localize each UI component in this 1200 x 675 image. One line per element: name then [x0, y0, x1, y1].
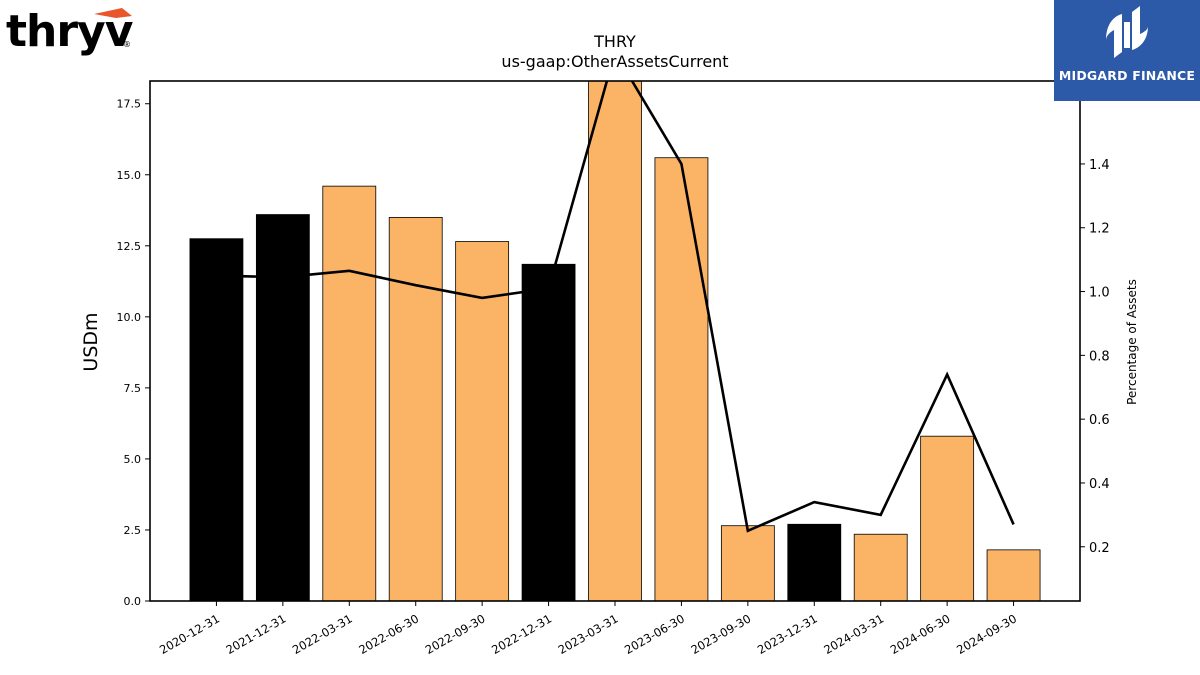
- midgard-finance-logo: MIDGARD FINANCE: [1054, 0, 1200, 101]
- bar-2023-09-30: [720, 525, 775, 601]
- x-tick-label: 2023-09-30: [688, 611, 753, 657]
- chart-title: THRY: [594, 32, 636, 51]
- y-tick-label: 15.0: [117, 169, 142, 182]
- y-tick-label: 17.5: [117, 98, 142, 111]
- bar-2022-12-31: [521, 263, 576, 601]
- thryv-logo-mark: ®: [123, 40, 131, 49]
- bar-2023-03-31: [588, 81, 642, 601]
- bar-series: [189, 81, 1041, 601]
- x-tick-label: 2022-03-31: [290, 611, 355, 657]
- y-tick-label: 7.5: [124, 382, 142, 395]
- y2-tick-label: 1.0: [1089, 286, 1110, 301]
- line-series: [216, 81, 1015, 533]
- y2-tick-label: 1.2: [1089, 222, 1110, 237]
- y-axis-label: USDm: [80, 312, 102, 371]
- x-tick-label: 2024-03-31: [821, 611, 886, 657]
- y-tick-label: 10.0: [117, 311, 142, 324]
- x-tick-label: 2021-12-31: [223, 611, 288, 657]
- x-tick-label: 2024-06-30: [888, 611, 953, 657]
- y-tick-label: 0.0: [124, 595, 142, 608]
- bar-2022-09-30: [455, 241, 510, 601]
- y2-tick-label: 0.8: [1089, 349, 1110, 364]
- x-tick-label: 2023-03-31: [556, 611, 621, 657]
- y2-axis-label: Percentage of Assets: [1125, 279, 1139, 405]
- y-tick-label: 2.5: [124, 524, 142, 537]
- bar-2022-03-31: [322, 185, 377, 601]
- x-tick-label: 2024-09-30: [954, 611, 1019, 657]
- x-tick-label: 2022-12-31: [489, 611, 554, 657]
- x-tick-label: 2020-12-31: [157, 611, 222, 657]
- percentage-line: [216, 81, 1015, 533]
- bar-2020-12-31: [189, 238, 244, 601]
- thryv-logo: thryv ®: [4, 2, 135, 58]
- y-tick-label: 5.0: [124, 453, 142, 466]
- bar-2023-06-30: [654, 157, 709, 601]
- bar-2021-12-31: [255, 214, 310, 601]
- midgard-finance-text: MIDGARD FINANCE: [1058, 68, 1196, 83]
- x-tick-label: 2023-06-30: [622, 611, 687, 657]
- chart-subtitle: us-gaap:OtherAssetsCurrent: [501, 52, 729, 71]
- y2-tick-label: 0.6: [1089, 413, 1110, 428]
- bar-2024-09-30: [986, 549, 1041, 601]
- thryv-logo-text: thryv: [6, 6, 134, 57]
- bar-2022-06-30: [388, 216, 443, 601]
- bar-2023-12-31: [787, 523, 842, 601]
- y2-tick-label: 0.2: [1089, 541, 1110, 556]
- x-tick-label: 2022-06-30: [356, 611, 421, 657]
- y-tick-label: 12.5: [117, 240, 142, 253]
- bar-2024-03-31: [853, 533, 908, 601]
- y2-tick-label: 0.4: [1089, 477, 1110, 492]
- y2-tick-label: 1.4: [1089, 158, 1110, 173]
- x-tick-label: 2023-12-31: [755, 611, 820, 657]
- x-tick-label: 2022-09-30: [423, 611, 488, 657]
- bar-2024-06-30: [920, 435, 975, 601]
